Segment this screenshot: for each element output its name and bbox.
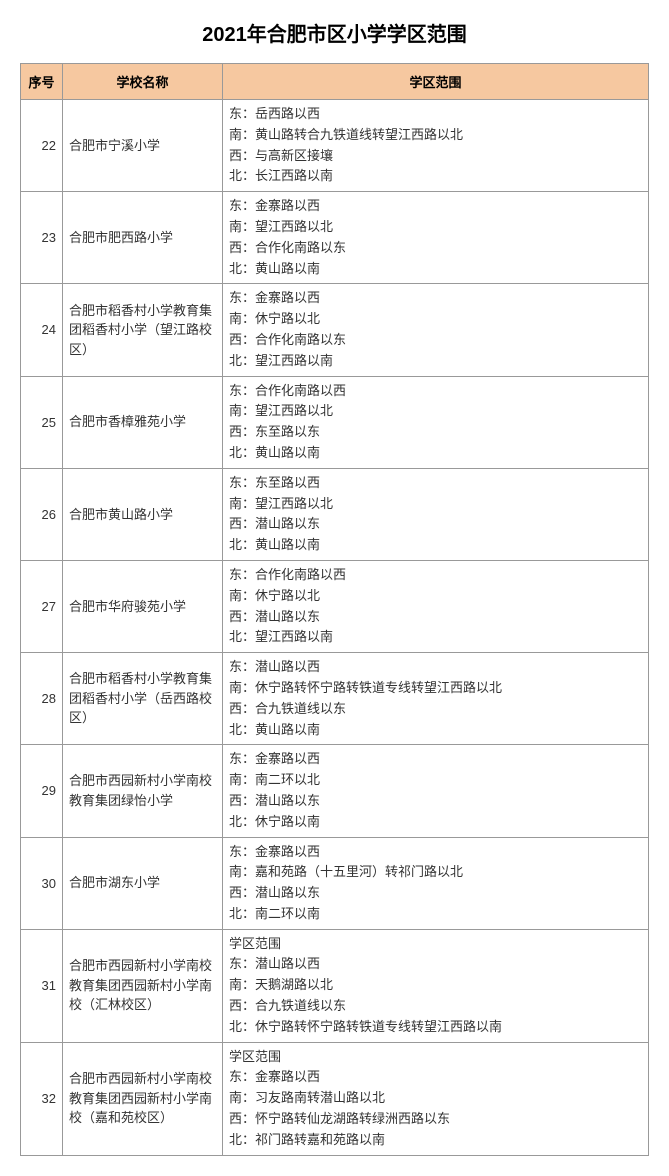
range-line: 东：金寨路以西 — [229, 749, 642, 770]
cell-num: 22 — [21, 100, 63, 192]
range-line: 东：合作化南路以西 — [229, 381, 642, 402]
range-line: 南：嘉和苑路（十五里河）转祁门路以北 — [229, 862, 642, 883]
cell-num: 24 — [21, 284, 63, 376]
range-line: 南：休宁路以北 — [229, 309, 642, 330]
range-line: 南：南二环以北 — [229, 770, 642, 791]
table-header: 序号 学校名称 学区范围 — [21, 64, 649, 100]
table-row: 31合肥市西园新村小学南校教育集团西园新村小学南校（汇林校区）学区范围东：潜山路… — [21, 929, 649, 1042]
range-line: 南：望江西路以北 — [229, 494, 642, 515]
page-title: 2021年合肥市区小学学区范围 — [20, 18, 649, 47]
range-line: 西：怀宁路转仙龙湖路转绿洲西路以东 — [229, 1109, 642, 1130]
range-line: 西：合作化南路以东 — [229, 238, 642, 259]
cell-num: 32 — [21, 1042, 63, 1155]
cell-school-name: 合肥市香樟雅苑小学 — [63, 376, 223, 468]
range-line: 东：潜山路以西 — [229, 954, 642, 975]
range-line: 西：合九铁道线以东 — [229, 699, 642, 720]
range-line: 南：望江西路以北 — [229, 217, 642, 238]
range-line: 东：金寨路以西 — [229, 196, 642, 217]
cell-range: 东：潜山路以西南：休宁路转怀宁路转铁道专线转望江西路以北西：合九铁道线以东北：黄… — [223, 653, 649, 745]
table-row: 23合肥市肥西路小学东：金寨路以西南：望江西路以北西：合作化南路以东北：黄山路以… — [21, 192, 649, 284]
cell-num: 28 — [21, 653, 63, 745]
cell-range: 东：金寨路以西南：嘉和苑路（十五里河）转祁门路以北西：潜山路以东北：南二环以南 — [223, 837, 649, 929]
cell-school-name: 合肥市华府骏苑小学 — [63, 560, 223, 652]
cell-range: 东：合作化南路以西南：休宁路以北西：潜山路以东北：望江西路以南 — [223, 560, 649, 652]
cell-school-name: 合肥市西园新村小学南校教育集团绿怡小学 — [63, 745, 223, 837]
range-line: 南：黄山路转合九铁道线转望江西路以北 — [229, 125, 642, 146]
cell-range: 东：金寨路以西南：望江西路以北西：合作化南路以东北：黄山路以南 — [223, 192, 649, 284]
cell-num: 25 — [21, 376, 63, 468]
range-line: 南：天鹅湖路以北 — [229, 975, 642, 996]
range-line: 北：望江西路以南 — [229, 627, 642, 648]
range-line: 北：黄山路以南 — [229, 443, 642, 464]
range-line: 西：与高新区接壤 — [229, 146, 642, 167]
cell-school-name: 合肥市湖东小学 — [63, 837, 223, 929]
range-line: 北：长江西路以南 — [229, 166, 642, 187]
range-line: 东：潜山路以西 — [229, 657, 642, 678]
cell-num: 27 — [21, 560, 63, 652]
cell-school-name: 合肥市黄山路小学 — [63, 468, 223, 560]
table-row: 30合肥市湖东小学东：金寨路以西南：嘉和苑路（十五里河）转祁门路以北西：潜山路以… — [21, 837, 649, 929]
range-line: 北：休宁路转怀宁路转铁道专线转望江西路以南 — [229, 1017, 642, 1038]
table-row: 24合肥市稻香村小学教育集团稻香村小学（望江路校区）东：金寨路以西南：休宁路以北… — [21, 284, 649, 376]
range-line: 西：潜山路以东 — [229, 791, 642, 812]
cell-range: 东：东至路以西南：望江西路以北西：潜山路以东北：黄山路以南 — [223, 468, 649, 560]
range-line: 东：东至路以西 — [229, 473, 642, 494]
cell-school-name: 合肥市西园新村小学南校教育集团西园新村小学南校（嘉和苑校区） — [63, 1042, 223, 1155]
range-line: 学区范围 — [229, 934, 642, 955]
range-line: 南：休宁路转怀宁路转铁道专线转望江西路以北 — [229, 678, 642, 699]
range-line: 西：合九铁道线以东 — [229, 996, 642, 1017]
range-line: 东：金寨路以西 — [229, 842, 642, 863]
cell-school-name: 合肥市宁溪小学 — [63, 100, 223, 192]
cell-num: 26 — [21, 468, 63, 560]
range-line: 北：黄山路以南 — [229, 259, 642, 280]
range-line: 南：望江西路以北 — [229, 401, 642, 422]
cell-range: 东：合作化南路以西南：望江西路以北西：东至路以东北：黄山路以南 — [223, 376, 649, 468]
cell-school-name: 合肥市西园新村小学南校教育集团西园新村小学南校（汇林校区） — [63, 929, 223, 1042]
range-line: 东：岳西路以西 — [229, 104, 642, 125]
table-row: 25合肥市香樟雅苑小学东：合作化南路以西南：望江西路以北西：东至路以东北：黄山路… — [21, 376, 649, 468]
col-header-num: 序号 — [21, 64, 63, 100]
table-row: 22合肥市宁溪小学东：岳西路以西南：黄山路转合九铁道线转望江西路以北西：与高新区… — [21, 100, 649, 192]
range-line: 东：金寨路以西 — [229, 1067, 642, 1088]
range-line: 西：潜山路以东 — [229, 883, 642, 904]
table-row: 27合肥市华府骏苑小学东：合作化南路以西南：休宁路以北西：潜山路以东北：望江西路… — [21, 560, 649, 652]
range-line: 西：潜山路以东 — [229, 514, 642, 535]
range-line: 北：休宁路以南 — [229, 812, 642, 833]
col-header-range: 学区范围 — [223, 64, 649, 100]
district-table: 序号 学校名称 学区范围 22合肥市宁溪小学东：岳西路以西南：黄山路转合九铁道线… — [20, 63, 649, 1156]
range-line: 学区范围 — [229, 1047, 642, 1068]
cell-range: 学区范围东：潜山路以西南：天鹅湖路以北西：合九铁道线以东北：休宁路转怀宁路转铁道… — [223, 929, 649, 1042]
table-row: 26合肥市黄山路小学东：东至路以西南：望江西路以北西：潜山路以东北：黄山路以南 — [21, 468, 649, 560]
cell-school-name: 合肥市稻香村小学教育集团稻香村小学（望江路校区） — [63, 284, 223, 376]
range-line: 南：习友路南转潜山路以北 — [229, 1088, 642, 1109]
cell-school-name: 合肥市稻香村小学教育集团稻香村小学（岳西路校区） — [63, 653, 223, 745]
cell-range: 学区范围东：金寨路以西南：习友路南转潜山路以北西：怀宁路转仙龙湖路转绿洲西路以东… — [223, 1042, 649, 1155]
range-line: 东：合作化南路以西 — [229, 565, 642, 586]
table-row: 32合肥市西园新村小学南校教育集团西园新村小学南校（嘉和苑校区）学区范围东：金寨… — [21, 1042, 649, 1155]
range-line: 北：望江西路以南 — [229, 351, 642, 372]
range-line: 北：黄山路以南 — [229, 535, 642, 556]
cell-num: 31 — [21, 929, 63, 1042]
range-line: 西：东至路以东 — [229, 422, 642, 443]
range-line: 东：金寨路以西 — [229, 288, 642, 309]
page: 2021年合肥市区小学学区范围 序号 学校名称 学区范围 22合肥市宁溪小学东：… — [0, 0, 669, 1176]
range-line: 西：合作化南路以东 — [229, 330, 642, 351]
cell-num: 29 — [21, 745, 63, 837]
col-header-name: 学校名称 — [63, 64, 223, 100]
range-line: 北：祁门路转嘉和苑路以南 — [229, 1130, 642, 1151]
range-line: 北：南二环以南 — [229, 904, 642, 925]
range-line: 北：黄山路以南 — [229, 720, 642, 741]
range-line: 南：休宁路以北 — [229, 586, 642, 607]
cell-school-name: 合肥市肥西路小学 — [63, 192, 223, 284]
table-row: 28合肥市稻香村小学教育集团稻香村小学（岳西路校区）东：潜山路以西南：休宁路转怀… — [21, 653, 649, 745]
table-body: 22合肥市宁溪小学东：岳西路以西南：黄山路转合九铁道线转望江西路以北西：与高新区… — [21, 100, 649, 1156]
range-line: 西：潜山路以东 — [229, 607, 642, 628]
cell-num: 30 — [21, 837, 63, 929]
cell-range: 东：金寨路以西南：南二环以北西：潜山路以东北：休宁路以南 — [223, 745, 649, 837]
cell-num: 23 — [21, 192, 63, 284]
table-row: 29合肥市西园新村小学南校教育集团绿怡小学东：金寨路以西南：南二环以北西：潜山路… — [21, 745, 649, 837]
cell-range: 东：金寨路以西南：休宁路以北西：合作化南路以东北：望江西路以南 — [223, 284, 649, 376]
cell-range: 东：岳西路以西南：黄山路转合九铁道线转望江西路以北西：与高新区接壤北：长江西路以… — [223, 100, 649, 192]
